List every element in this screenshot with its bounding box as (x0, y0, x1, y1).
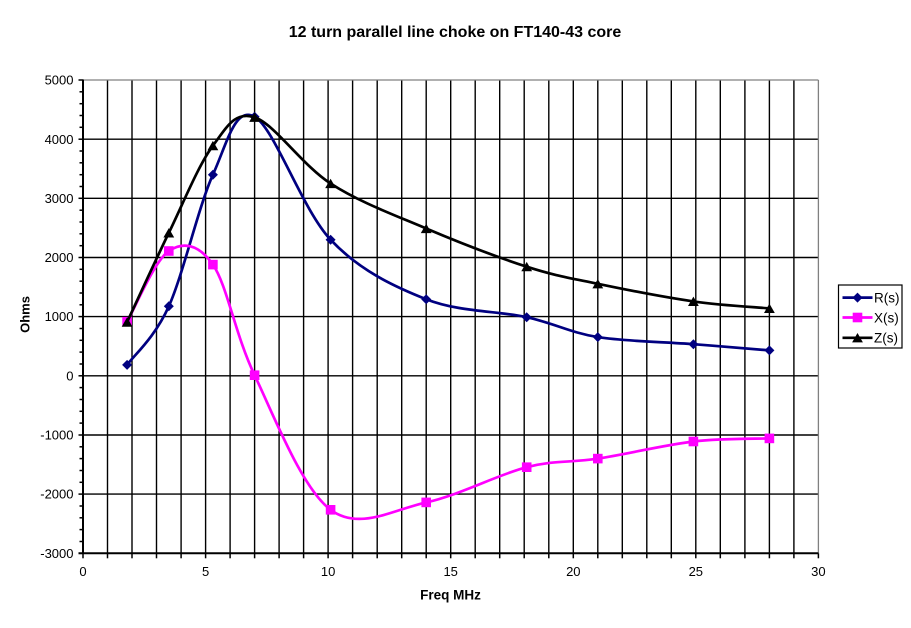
svg-text:0: 0 (79, 564, 86, 579)
svg-text:Ohms: Ohms (18, 296, 33, 333)
svg-text:Freq MHz: Freq MHz (420, 588, 481, 603)
svg-text:0: 0 (66, 368, 73, 383)
svg-text:20: 20 (566, 564, 580, 579)
svg-text:-3000: -3000 (40, 546, 73, 561)
svg-text:2000: 2000 (45, 250, 74, 265)
svg-text:3000: 3000 (45, 191, 74, 206)
svg-text:12 turn parallel line choke on: 12 turn parallel line choke on FT140-43 … (289, 24, 622, 41)
svg-text:25: 25 (689, 564, 703, 579)
svg-text:1000: 1000 (45, 309, 74, 324)
svg-text:5000: 5000 (45, 73, 74, 88)
svg-text:30: 30 (811, 564, 825, 579)
svg-text:R(s): R(s) (874, 290, 900, 305)
svg-text:X(s): X(s) (874, 310, 899, 325)
svg-text:5: 5 (202, 564, 209, 579)
svg-text:10: 10 (321, 564, 335, 579)
svg-text:-2000: -2000 (40, 487, 73, 502)
svg-text:-1000: -1000 (40, 428, 73, 443)
svg-text:4000: 4000 (45, 132, 74, 147)
svg-text:15: 15 (443, 564, 457, 579)
svg-text:Z(s): Z(s) (874, 331, 898, 346)
